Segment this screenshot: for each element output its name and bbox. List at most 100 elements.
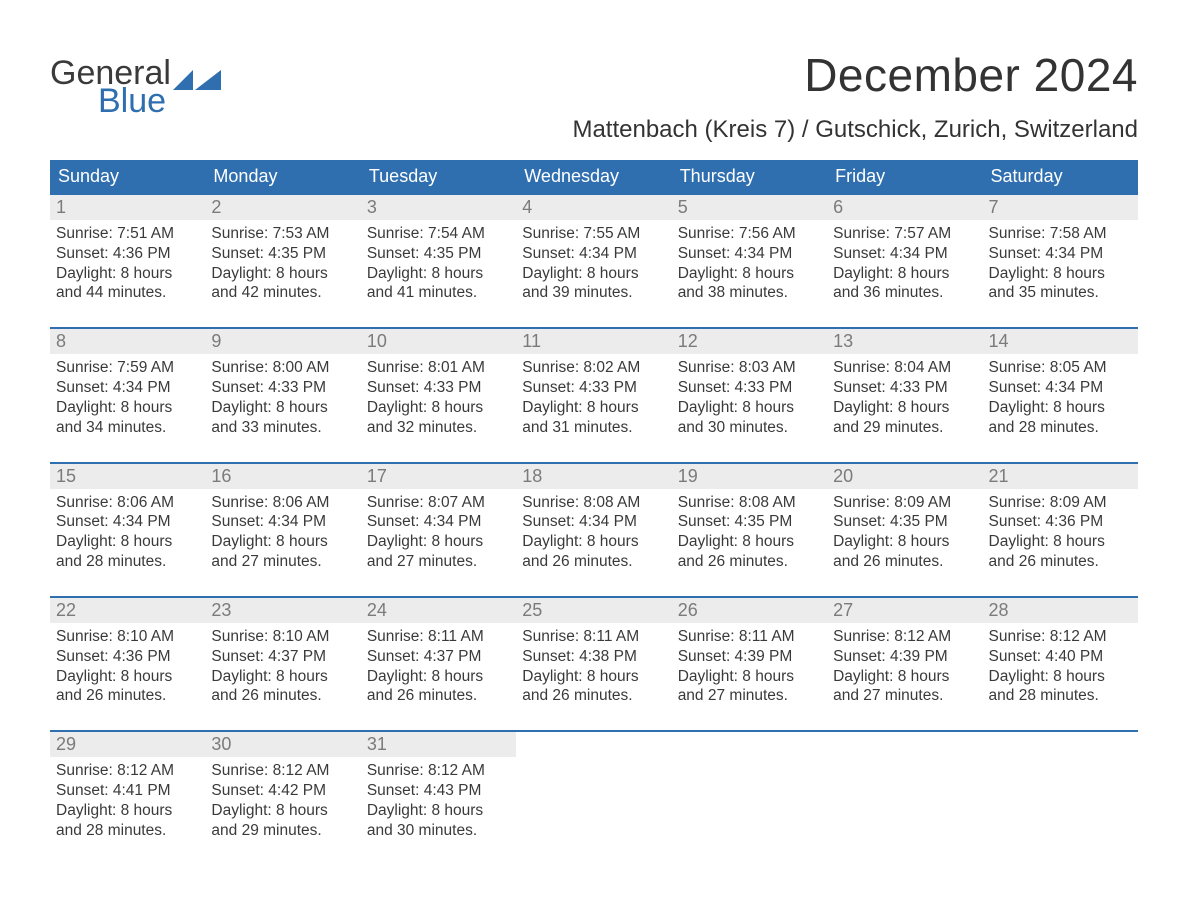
sunset-line: Sunset: 4:42 PM: [211, 781, 354, 801]
day-details: Sunrise: 7:53 AMSunset: 4:35 PMDaylight:…: [205, 220, 360, 309]
sunset-line: Sunset: 4:39 PM: [678, 647, 821, 667]
sunrise-line: Sunrise: 7:54 AM: [367, 224, 510, 244]
sunset-line: Sunset: 4:43 PM: [367, 781, 510, 801]
daylight-line-1: Daylight: 8 hours: [522, 532, 665, 552]
day-details: Sunrise: 7:59 AMSunset: 4:34 PMDaylight:…: [50, 354, 205, 443]
day-number: 17: [361, 464, 516, 489]
calendar-day: 20Sunrise: 8:09 AMSunset: 4:35 PMDayligh…: [827, 464, 982, 578]
calendar-day-empty: [516, 732, 671, 846]
day-details: Sunrise: 8:00 AMSunset: 4:33 PMDaylight:…: [205, 354, 360, 443]
day-details: Sunrise: 8:11 AMSunset: 4:39 PMDaylight:…: [672, 623, 827, 712]
daylight-line-2: and 28 minutes.: [56, 552, 199, 572]
daylight-line-2: and 38 minutes.: [678, 283, 821, 303]
sunrise-line: Sunrise: 8:07 AM: [367, 493, 510, 513]
day-details: Sunrise: 8:12 AMSunset: 4:43 PMDaylight:…: [361, 757, 516, 846]
day-details: Sunrise: 7:57 AMSunset: 4:34 PMDaylight:…: [827, 220, 982, 309]
day-number: 22: [50, 598, 205, 623]
day-details: Sunrise: 8:12 AMSunset: 4:40 PMDaylight:…: [983, 623, 1138, 712]
calendar-day: 18Sunrise: 8:08 AMSunset: 4:34 PMDayligh…: [516, 464, 671, 578]
sunrise-line: Sunrise: 8:12 AM: [833, 627, 976, 647]
sunrise-line: Sunrise: 8:11 AM: [367, 627, 510, 647]
calendar-day-empty: [983, 732, 1138, 846]
daylight-line-1: Daylight: 8 hours: [989, 264, 1132, 284]
daylight-line-2: and 27 minutes.: [833, 686, 976, 706]
calendar-day: 5Sunrise: 7:56 AMSunset: 4:34 PMDaylight…: [672, 195, 827, 309]
daylight-line-1: Daylight: 8 hours: [833, 532, 976, 552]
day-number: 28: [983, 598, 1138, 623]
daylight-line-2: and 42 minutes.: [211, 283, 354, 303]
sunset-line: Sunset: 4:41 PM: [56, 781, 199, 801]
sunset-line: Sunset: 4:36 PM: [989, 512, 1132, 532]
daylight-line-1: Daylight: 8 hours: [989, 667, 1132, 687]
daylight-line-1: Daylight: 8 hours: [833, 398, 976, 418]
day-details: Sunrise: 7:51 AMSunset: 4:36 PMDaylight:…: [50, 220, 205, 309]
day-number: 25: [516, 598, 671, 623]
daylight-line-2: and 34 minutes.: [56, 418, 199, 438]
day-number: 8: [50, 329, 205, 354]
day-details: Sunrise: 8:12 AMSunset: 4:41 PMDaylight:…: [50, 757, 205, 846]
sunset-line: Sunset: 4:37 PM: [367, 647, 510, 667]
sunset-line: Sunset: 4:34 PM: [522, 244, 665, 264]
day-details: Sunrise: 8:08 AMSunset: 4:35 PMDaylight:…: [672, 489, 827, 578]
calendar-week: 1Sunrise: 7:51 AMSunset: 4:36 PMDaylight…: [50, 193, 1138, 309]
day-details: Sunrise: 8:09 AMSunset: 4:35 PMDaylight:…: [827, 489, 982, 578]
calendar-table: Sunday Monday Tuesday Wednesday Thursday…: [50, 160, 1138, 847]
calendar-day: 10Sunrise: 8:01 AMSunset: 4:33 PMDayligh…: [361, 329, 516, 443]
day-number: 1: [50, 195, 205, 220]
calendar-day: 30Sunrise: 8:12 AMSunset: 4:42 PMDayligh…: [205, 732, 360, 846]
daylight-line-2: and 29 minutes.: [833, 418, 976, 438]
sunset-line: Sunset: 4:33 PM: [211, 378, 354, 398]
daylight-line-1: Daylight: 8 hours: [56, 532, 199, 552]
calendar-day: 17Sunrise: 8:07 AMSunset: 4:34 PMDayligh…: [361, 464, 516, 578]
daylight-line-1: Daylight: 8 hours: [56, 667, 199, 687]
sunrise-line: Sunrise: 8:03 AM: [678, 358, 821, 378]
day-number: 3: [361, 195, 516, 220]
day-number: 13: [827, 329, 982, 354]
daylight-line-2: and 26 minutes.: [56, 686, 199, 706]
sunset-line: Sunset: 4:33 PM: [678, 378, 821, 398]
day-number: 9: [205, 329, 360, 354]
sunrise-line: Sunrise: 8:05 AM: [989, 358, 1132, 378]
day-number: 30: [205, 732, 360, 757]
day-number: 6: [827, 195, 982, 220]
dow-sunday: Sunday: [50, 160, 205, 193]
calendar-day: 21Sunrise: 8:09 AMSunset: 4:36 PMDayligh…: [983, 464, 1138, 578]
calendar-day: 11Sunrise: 8:02 AMSunset: 4:33 PMDayligh…: [516, 329, 671, 443]
sunrise-line: Sunrise: 8:06 AM: [211, 493, 354, 513]
calendar-week: 29Sunrise: 8:12 AMSunset: 4:41 PMDayligh…: [50, 730, 1138, 846]
calendar-day: 2Sunrise: 7:53 AMSunset: 4:35 PMDaylight…: [205, 195, 360, 309]
sunset-line: Sunset: 4:34 PM: [833, 244, 976, 264]
sunrise-line: Sunrise: 8:01 AM: [367, 358, 510, 378]
daylight-line-1: Daylight: 8 hours: [367, 398, 510, 418]
calendar-week: 22Sunrise: 8:10 AMSunset: 4:36 PMDayligh…: [50, 596, 1138, 712]
daylight-line-1: Daylight: 8 hours: [367, 801, 510, 821]
day-number: 4: [516, 195, 671, 220]
sunrise-line: Sunrise: 8:12 AM: [989, 627, 1132, 647]
day-details: Sunrise: 8:05 AMSunset: 4:34 PMDaylight:…: [983, 354, 1138, 443]
sunrise-line: Sunrise: 8:06 AM: [56, 493, 199, 513]
sunset-line: Sunset: 4:34 PM: [989, 378, 1132, 398]
daylight-line-1: Daylight: 8 hours: [678, 398, 821, 418]
sunrise-line: Sunrise: 8:09 AM: [989, 493, 1132, 513]
calendar-page: General Blue December 2024 Mattenbach (K…: [0, 0, 1188, 877]
sunrise-line: Sunrise: 8:08 AM: [678, 493, 821, 513]
daylight-line-2: and 26 minutes.: [522, 686, 665, 706]
daylight-line-1: Daylight: 8 hours: [989, 532, 1132, 552]
sunset-line: Sunset: 4:35 PM: [833, 512, 976, 532]
calendar-day: 31Sunrise: 8:12 AMSunset: 4:43 PMDayligh…: [361, 732, 516, 846]
daylight-line-2: and 33 minutes.: [211, 418, 354, 438]
day-details: Sunrise: 8:01 AMSunset: 4:33 PMDaylight:…: [361, 354, 516, 443]
sunrise-line: Sunrise: 8:12 AM: [56, 761, 199, 781]
day-details: Sunrise: 8:12 AMSunset: 4:39 PMDaylight:…: [827, 623, 982, 712]
daylight-line-2: and 28 minutes.: [989, 686, 1132, 706]
daylight-line-1: Daylight: 8 hours: [211, 398, 354, 418]
daylight-line-1: Daylight: 8 hours: [989, 398, 1132, 418]
day-number: 31: [361, 732, 516, 757]
day-number: 29: [50, 732, 205, 757]
day-number: 26: [672, 598, 827, 623]
calendar-day: 19Sunrise: 8:08 AMSunset: 4:35 PMDayligh…: [672, 464, 827, 578]
daylight-line-1: Daylight: 8 hours: [678, 264, 821, 284]
day-number: 12: [672, 329, 827, 354]
calendar-day: 26Sunrise: 8:11 AMSunset: 4:39 PMDayligh…: [672, 598, 827, 712]
day-details: Sunrise: 8:04 AMSunset: 4:33 PMDaylight:…: [827, 354, 982, 443]
